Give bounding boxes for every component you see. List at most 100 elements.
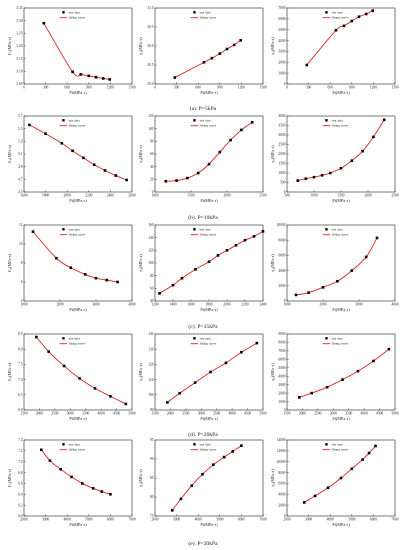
chart-panel: 2000 3000 4000 5000 6000 7000 75 80 85 90 95 Pt(MPa… xyxy=(138,438,267,527)
data-point xyxy=(180,276,184,280)
y-axis-title: E₁(MPa·s) xyxy=(7,363,12,381)
data-point xyxy=(69,266,73,270)
y-tick-label: 7.5 xyxy=(18,363,23,367)
data-point xyxy=(48,459,52,462)
x-tick-label: 1600 xyxy=(187,303,194,307)
x-tick-label: 1500 xyxy=(391,86,398,90)
x-tick-label: 600 xyxy=(196,86,202,90)
x-tick-label: 6000 xyxy=(107,518,114,522)
chart-panel: 1500 2000 2500 3000 3500 4000 4500 5000 90 100 110… xyxy=(138,332,267,421)
data-point xyxy=(302,501,306,504)
data-point xyxy=(81,482,84,485)
y-tick-label: 5.3 xyxy=(18,140,23,144)
chart-panel: 1500 2000 2500 3000 3500 4000 4500 5000 6.0 6.5 7.… xyxy=(7,332,136,421)
y-tick-label: 1000 xyxy=(278,400,285,404)
y-tick-label: 6000 xyxy=(278,17,285,21)
x-tick-label: 2000 xyxy=(364,194,371,198)
legend-label-test-data: test data xyxy=(332,442,344,446)
data-point xyxy=(193,381,197,384)
y-tick-label: 7.0 xyxy=(18,378,23,382)
data-point xyxy=(218,52,222,55)
y-tick-label: 6.8 xyxy=(18,471,23,475)
y-tick-label: 29.5 xyxy=(147,63,153,67)
data-point xyxy=(42,21,46,25)
y-tick-label: 0 xyxy=(284,190,286,194)
chart-panel: 1200 1400 1600 1800 2000 2200 2400 40 60 80 100 120… xyxy=(138,223,267,312)
y-tick-label: 40 xyxy=(150,299,154,303)
data-point xyxy=(310,391,313,395)
x-tick-label: 4000 xyxy=(361,412,368,416)
x-tick-label: 3000 xyxy=(173,518,180,522)
legend-label-fitting-curve: fitting curve xyxy=(332,448,349,452)
y-tick-label: 4000 xyxy=(278,269,285,273)
x-tick-label: 2500 xyxy=(391,194,398,198)
y-tick-label: 140 xyxy=(148,236,154,240)
y-tick-label: 4000 xyxy=(278,492,285,496)
y-tick-label: 4.5 xyxy=(18,190,23,194)
y-axis-title: E₁(MPa·s) xyxy=(7,469,12,487)
data-point xyxy=(109,492,112,496)
y-axis-title: η₁(MPa·s) xyxy=(138,469,143,487)
y-tick-label: 5000 xyxy=(278,28,285,32)
x-tick-label: 1000 xyxy=(283,303,290,307)
data-point xyxy=(186,176,189,180)
x-tick-label: 300 xyxy=(174,86,180,90)
x-tick-label: 5000 xyxy=(391,412,398,416)
data-point xyxy=(209,370,212,374)
x-tick-label: 3000 xyxy=(305,518,312,522)
y-tick-label: 6.6 xyxy=(18,482,23,486)
y-tick-label: 6.4 xyxy=(18,492,23,496)
x-tick-label: 4000 xyxy=(327,518,334,522)
x-tick-label: 4500 xyxy=(244,412,251,416)
x-tick-label: 4000 xyxy=(64,518,71,522)
data-point xyxy=(334,28,338,32)
fitting-curve-line xyxy=(43,22,110,80)
data-point xyxy=(243,238,247,242)
x-tick-label: 600 xyxy=(65,86,71,90)
legend-label-fitting-curve: fitting curve xyxy=(332,16,349,20)
x-tick-label: 2000 xyxy=(20,518,27,522)
x-tick-label: 4000 xyxy=(195,518,202,522)
x-tick-label: 1000 xyxy=(310,194,317,198)
y-tick-label: 8000 xyxy=(278,341,285,345)
legend-label-fitting-curve: fitting curve xyxy=(332,124,349,128)
x-tick-label: 1200 xyxy=(151,303,158,307)
y-tick-label: 2000 xyxy=(278,503,285,507)
chart-panel: 0 300 600 900 1200 1500 29.0 29.5 30.0 30.5 31.0 Pt… xyxy=(138,6,267,95)
y-axis-title: η₂(MPa·s) xyxy=(270,37,275,55)
legend-point-marker xyxy=(325,443,328,446)
data-point xyxy=(166,401,169,404)
y-tick-label: 40 xyxy=(150,165,154,169)
x-tick-label: 5000 xyxy=(348,518,355,522)
y-tick-label: 160 xyxy=(148,223,154,227)
data-point xyxy=(91,487,95,490)
x-axis-title: Pt(MPa·s) xyxy=(69,522,87,527)
plot-frame xyxy=(286,333,396,411)
x-tick-label: 4000 xyxy=(128,303,135,307)
legend-label-test-data: test data xyxy=(69,118,81,122)
data-point xyxy=(250,121,254,124)
y-tick-label: 7.0 xyxy=(18,460,23,464)
data-point xyxy=(35,335,38,339)
data-point xyxy=(62,364,66,368)
x-tick-label: 6000 xyxy=(370,518,377,522)
data-point xyxy=(374,444,377,448)
x-tick-label: 900 xyxy=(349,86,355,90)
data-point xyxy=(92,163,96,167)
data-point xyxy=(232,43,236,47)
legend-point-marker xyxy=(193,11,196,14)
data-point xyxy=(224,361,228,365)
y-tick-label: 500 xyxy=(280,181,286,185)
legend-label-test-data: test data xyxy=(200,442,212,446)
data-point xyxy=(339,166,343,170)
y-tick-label: 2500 xyxy=(278,143,285,147)
data-point xyxy=(216,254,220,257)
chart-panel: 2000 3000 4000 5000 6000 7000 6.0 6.2 6.4 6.6 6.8 7… xyxy=(7,438,136,527)
data-point xyxy=(28,123,31,127)
data-point xyxy=(39,448,43,452)
x-tick-label: 1500 xyxy=(283,412,290,416)
data-point xyxy=(207,260,211,264)
data-point xyxy=(252,235,256,238)
fitting-curve-line xyxy=(295,237,378,296)
